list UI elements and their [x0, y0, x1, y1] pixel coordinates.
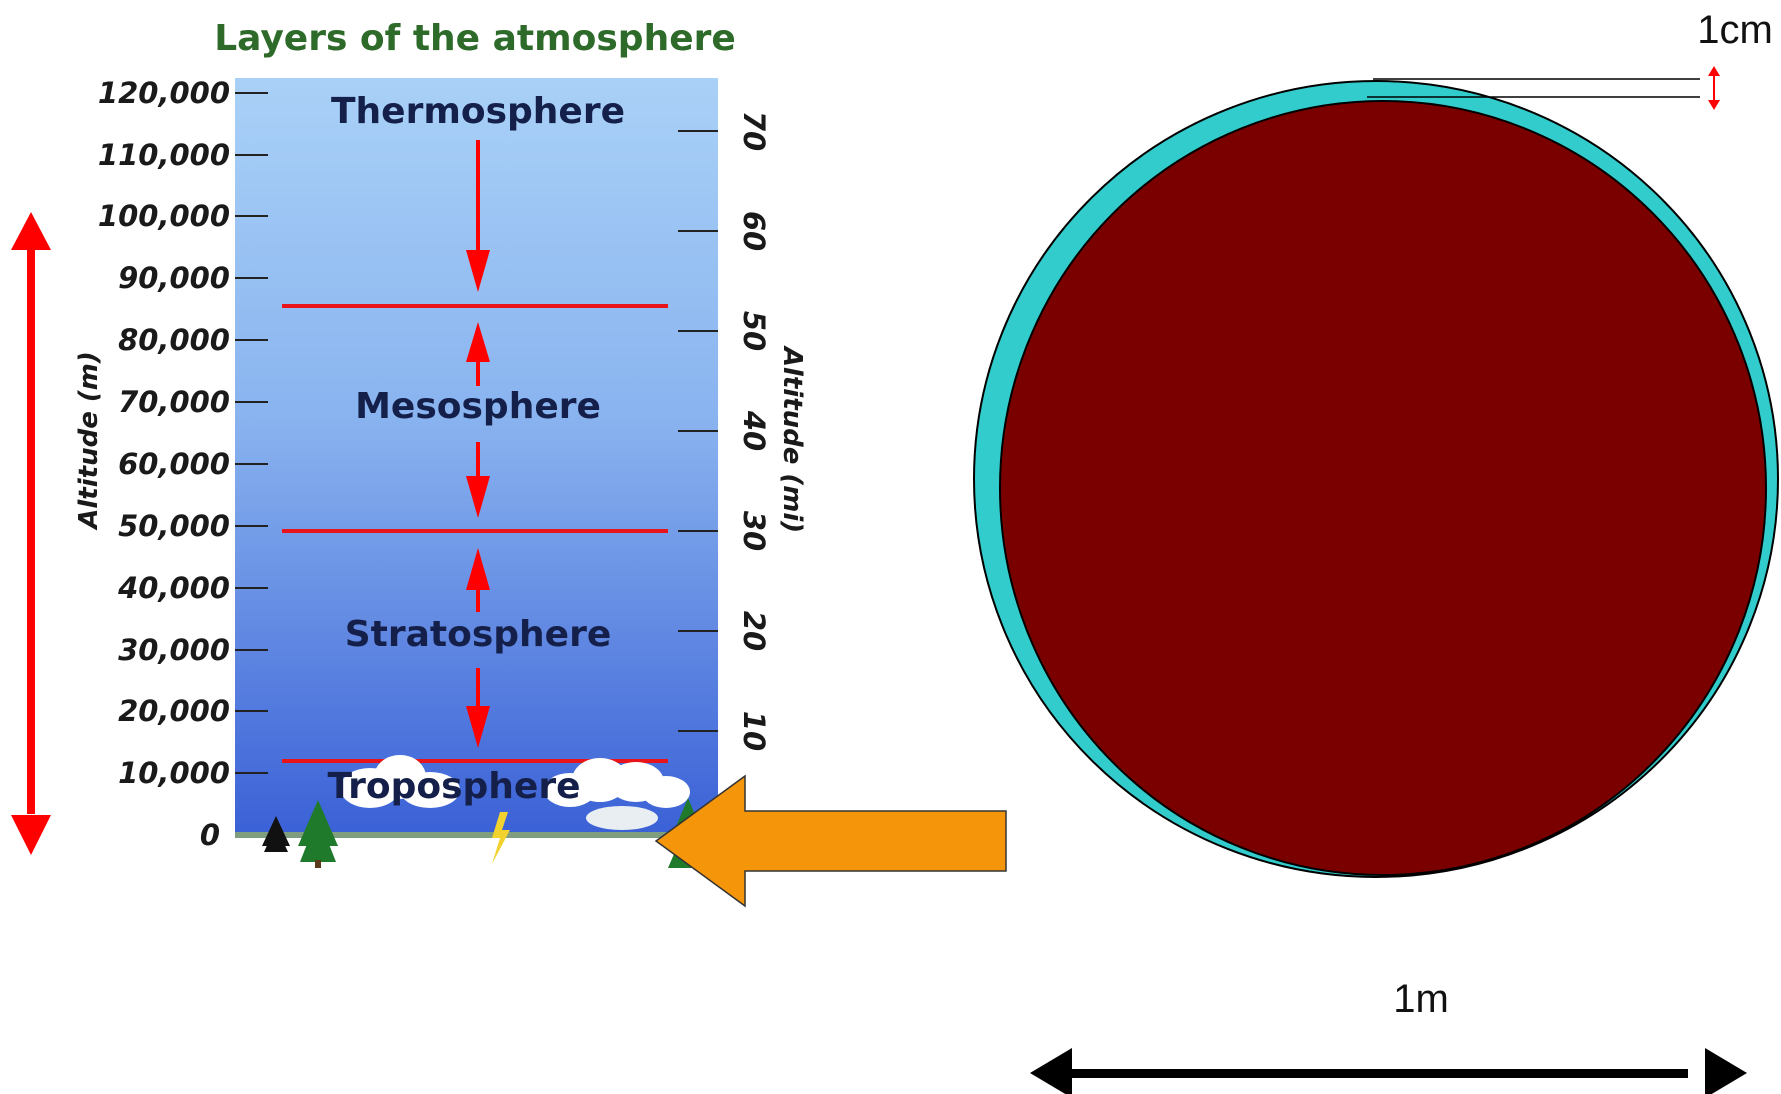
layer-label-thermosphere: Thermosphere — [331, 91, 625, 132]
right-axis-title: Altitude (mi) — [777, 345, 807, 533]
left-axis-title: Altitude (m) — [74, 351, 104, 530]
left-axis-ticks — [235, 92, 268, 774]
thickness-indicator — [1367, 66, 1720, 110]
tick-label-30000: 30,000 — [118, 633, 230, 667]
tick-label-100000: 100,000 — [98, 199, 230, 233]
lightning-icon — [492, 812, 510, 864]
layer-label-stratosphere: Stratosphere — [345, 614, 612, 655]
tick-label-120000: 120,000 — [98, 76, 230, 110]
left-axis-labels: 120,000 110,000 100,000 90,000 80,000 70… — [98, 76, 230, 852]
tick-label-60mi: 60 — [737, 211, 771, 251]
tick-label-50000: 50,000 — [118, 509, 230, 543]
tick-label-0: 0 — [200, 818, 220, 852]
thickness-label: 1cm — [1697, 8, 1773, 52]
tick-label-20mi: 20 — [737, 611, 771, 651]
tick-label-50mi: 50 — [737, 311, 771, 351]
tick-label-70mi: 70 — [737, 111, 771, 151]
cloud-icon — [340, 755, 690, 830]
tick-label-10mi: 10 — [737, 711, 771, 751]
earth-model — [973, 80, 1779, 878]
tick-label-70000: 70,000 — [118, 385, 230, 419]
layer-arrows — [466, 140, 490, 748]
ground-strip — [235, 832, 718, 838]
tick-label-90000: 90,000 — [118, 261, 230, 295]
diameter-arrow — [1030, 1048, 1747, 1094]
layer-label-troposphere: Troposphere — [327, 766, 580, 807]
tick-label-60000: 60,000 — [118, 447, 230, 481]
tick-label-40mi: 40 — [737, 410, 771, 451]
tick-label-10000: 10,000 — [118, 756, 230, 790]
diagram-title: Layers of the atmosphere — [214, 18, 736, 59]
altitude-span-arrow — [11, 212, 51, 855]
tick-label-30mi: 30 — [737, 511, 771, 551]
tick-label-80000: 80,000 — [118, 323, 230, 357]
layer-label-mesosphere: Mesosphere — [355, 386, 601, 427]
ground-pointer-arrow — [654, 774, 1007, 908]
tick-label-40000: 40,000 — [117, 571, 230, 605]
earth-body — [999, 100, 1767, 876]
right-axis-ticks — [678, 130, 718, 732]
diameter-label: 1m — [1393, 977, 1449, 1021]
tick-label-110000: 110,000 — [98, 138, 230, 172]
tick-label-20000: 20,000 — [118, 694, 230, 728]
right-axis-labels: 70 60 50 40 30 20 10 — [737, 111, 771, 751]
